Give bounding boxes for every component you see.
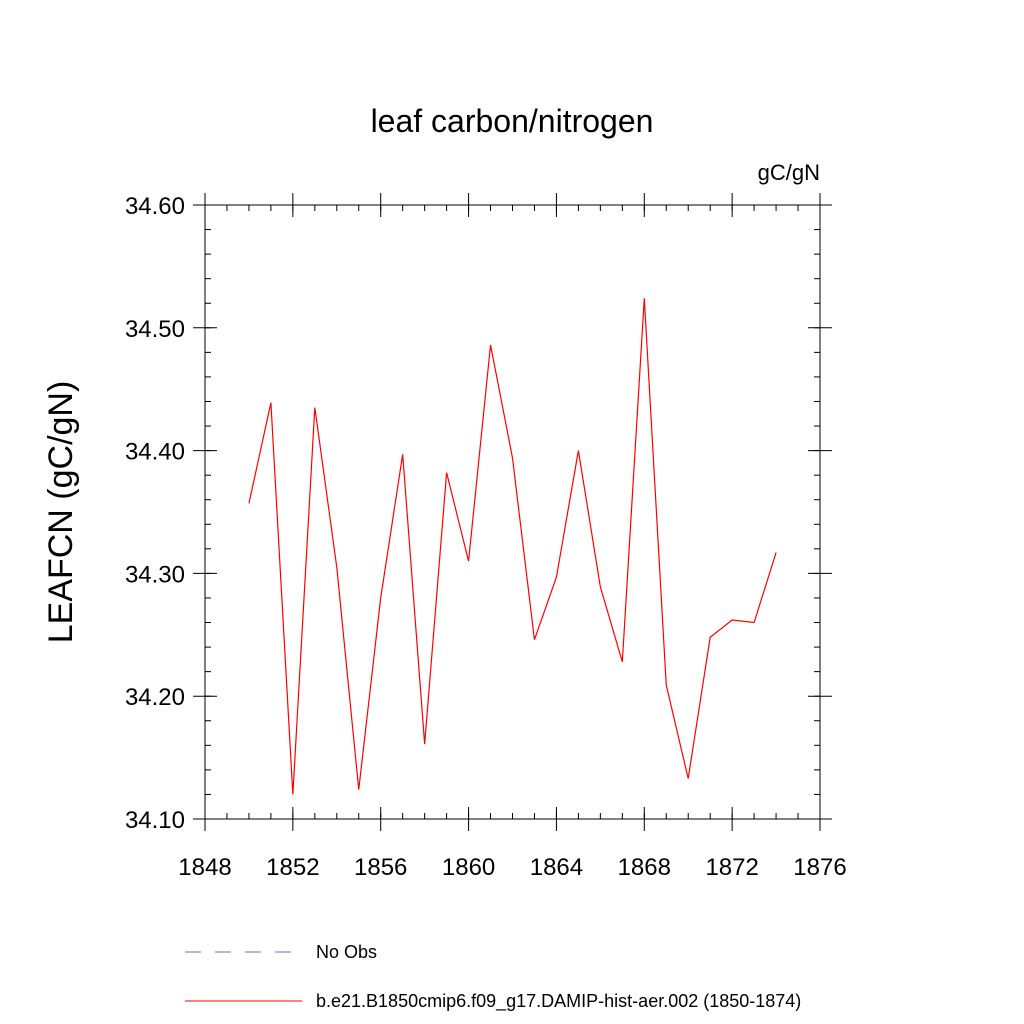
y-axis: 34.10 34.20 34.30 34.40 34.50 34.60 [125,193,832,834]
y-tick-label: 34.30 [125,561,185,588]
series-line-0 [248,298,777,795]
y-tick-label: 34.10 [125,807,185,834]
chart-title: leaf carbon/nitrogen [371,103,654,139]
x-tick-label: 1860 [442,854,495,881]
units-label: gC/gN [758,160,820,185]
x-tick-label: 1856 [354,854,407,881]
x-tick-label: 1868 [618,854,671,881]
x-axis: 1848 1852 1856 1860 1864 1868 1872 1876 [178,193,847,881]
legend-label-1: b.e21.B1850cmip6.f09_g17.DAMIP-hist-aer.… [316,991,801,1012]
y-tick-label: 34.40 [125,439,185,466]
y-tick-label: 34.60 [125,193,185,220]
legend: No Obs b.e21.B1850cmip6.f09_g17.DAMIP-his… [185,942,801,1012]
y-tick-label: 34.50 [125,316,185,343]
x-tick-label: 1852 [266,854,319,881]
x-tick-label: 1876 [793,854,846,881]
y-axis-label: LEAFCN (gC/gN) [42,381,80,644]
legend-label-0: No Obs [316,942,377,962]
series-layer [248,298,777,795]
y-tick-label: 34.20 [125,684,185,711]
x-tick-label: 1848 [178,854,231,881]
x-tick-label: 1872 [705,854,758,881]
x-tick-label: 1864 [530,854,583,881]
